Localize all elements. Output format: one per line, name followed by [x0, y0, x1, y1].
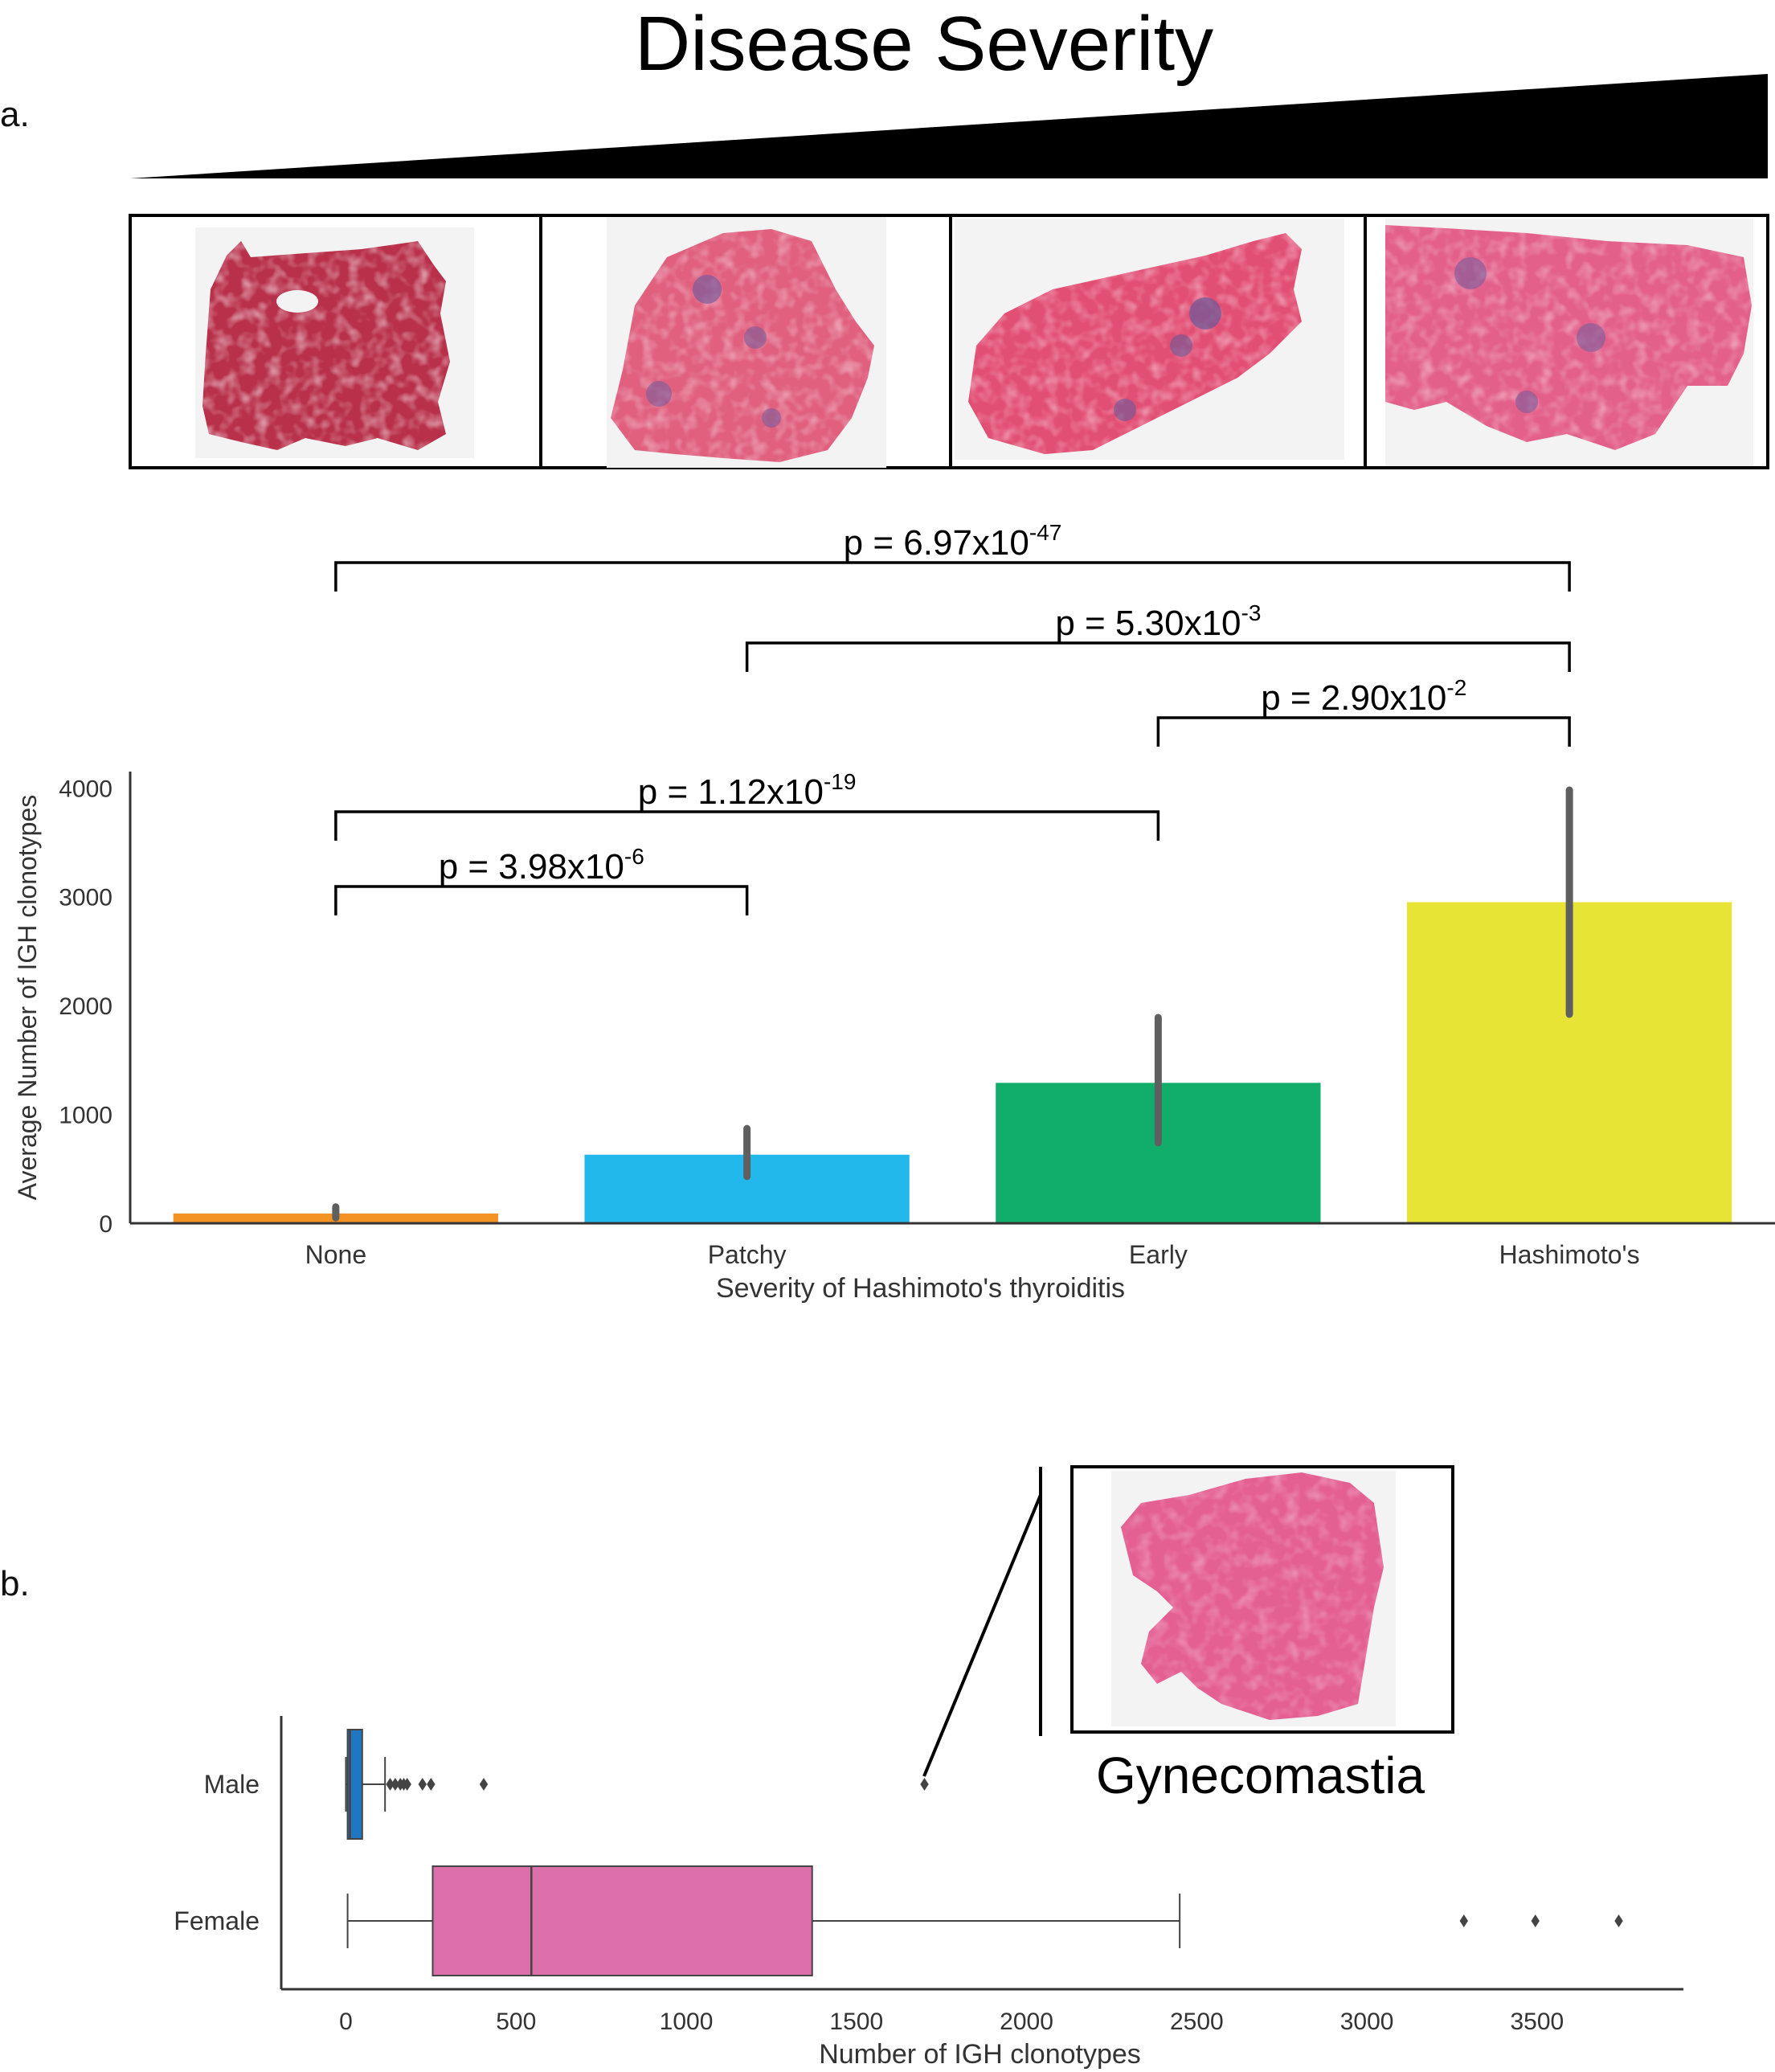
p-value-base: p = 3.98x10	[439, 847, 624, 887]
y-tick-label-4000: 4000	[59, 776, 112, 802]
outlier-male-7	[479, 1778, 489, 1791]
outlier-female-0	[1459, 1914, 1469, 1927]
outlier-male-0	[386, 1778, 395, 1791]
y-axis-label: Average Number of IGH clonotypes	[13, 795, 42, 1201]
disease-severity-title: Disease Severity	[634, 1, 1214, 87]
p-value-label-1: p = 5.30x10-3	[1055, 600, 1261, 643]
y-tick-label-male: Male	[204, 1770, 260, 1799]
histology-image-hashimotos	[1385, 219, 1753, 466]
histology-image-none	[195, 227, 474, 458]
gynecomastia-inset	[922, 1465, 1454, 1777]
gynecomastia-label: Gynecomastia	[1096, 1746, 1425, 1804]
p-value-exponent: -47	[1029, 520, 1061, 545]
x-tick-label-3000: 3000	[1340, 2009, 1394, 2035]
histology-image-patchy	[607, 217, 886, 468]
x-tick-label-2500: 2500	[1170, 2009, 1224, 2035]
outlier-male-5	[418, 1778, 427, 1791]
x-tick-label-2000: 2000	[1000, 2009, 1053, 2035]
x-tick-label-0: 0	[339, 2009, 353, 2035]
outlier-male-6	[427, 1778, 436, 1791]
panel-b-label: b.	[0, 1564, 30, 1603]
y-tick-label-3000: 3000	[59, 885, 112, 911]
box-axes: Male Female 0 500 1000 1500 2000 2500 3000 3500 Nu…	[174, 1716, 1683, 2070]
outlier-female-2	[1614, 1914, 1623, 1927]
p-value-label-0: p = 6.97x10-47	[844, 520, 1062, 563]
box-plot: Male Female 0 500 1000 1500 2000 2500 3000 3500 Nu…	[174, 1716, 1683, 2070]
p-value-exponent: -6	[624, 844, 644, 869]
histology-strip	[129, 214, 1769, 469]
significance-brackets: p = 6.97x10-47p = 5.30x10-3p = 2.90x10-2…	[334, 520, 1571, 915]
bars	[173, 902, 1732, 1223]
error-bars	[332, 786, 1573, 1222]
p-value-base: p = 5.30x10	[1055, 604, 1241, 643]
x-tick-label-none: None	[305, 1240, 367, 1269]
p-value-label-3: p = 1.12x10-19	[638, 769, 857, 812]
bar-chart: p = 6.97x10-47p = 5.30x10-3p = 2.90x10-2…	[13, 520, 1775, 1304]
x-axis-label: Number of IGH clonotypes	[819, 2039, 1141, 2070]
severity-wedge	[130, 74, 1768, 178]
outlier-male-4	[403, 1778, 411, 1791]
y-tick-label-0: 0	[99, 1211, 112, 1238]
x-tick-label-1000: 1000	[660, 2009, 714, 2035]
histology-image-early	[955, 219, 1344, 460]
significance-bracket-2	[1156, 716, 1571, 747]
significance-bracket-0	[334, 561, 1571, 592]
x-tick-label-early: Early	[1129, 1240, 1188, 1269]
p-value-base: p = 6.97x10	[844, 523, 1029, 563]
panel-a-label: a.	[0, 95, 30, 134]
outlier-male-1	[391, 1778, 400, 1791]
bar-axes: None Patchy Early Hashimoto's 0 1000 2000 3000 4…	[13, 772, 1775, 1304]
p-value-exponent: -19	[824, 769, 856, 794]
p-value-exponent: -2	[1446, 675, 1466, 700]
x-tick-label-patchy: Patchy	[708, 1240, 787, 1269]
p-value-exponent: -3	[1241, 600, 1262, 625]
x-tick-label-500: 500	[496, 2009, 536, 2035]
y-tick-label-1000: 1000	[59, 1103, 112, 1129]
x-tick-label-3500: 3500	[1511, 2009, 1564, 2035]
x-axis-label: Severity of Hashimoto's thyroiditis	[716, 1273, 1125, 1304]
outlier-female-1	[1531, 1914, 1540, 1927]
y-tick-label-female: Female	[174, 1906, 260, 1935]
significance-bracket-1	[745, 641, 1571, 672]
p-value-label-2: p = 2.90x10-2	[1261, 675, 1466, 718]
significance-bracket-4	[334, 885, 749, 915]
significance-bracket-3	[334, 810, 1160, 841]
box-male	[346, 1729, 363, 1840]
y-tick-label-2000: 2000	[59, 993, 112, 1020]
box-female	[431, 1865, 813, 1976]
x-tick-label-1500: 1500	[829, 2009, 883, 2035]
boxes	[345, 1729, 1623, 1976]
p-value-base: p = 2.90x10	[1261, 678, 1446, 718]
p-value-base: p = 1.12x10	[638, 772, 824, 812]
x-tick-label-hashimoto-s: Hashimoto's	[1499, 1240, 1640, 1269]
p-value-label-4: p = 3.98x10-6	[439, 844, 644, 887]
outlier-male-8	[920, 1778, 929, 1791]
